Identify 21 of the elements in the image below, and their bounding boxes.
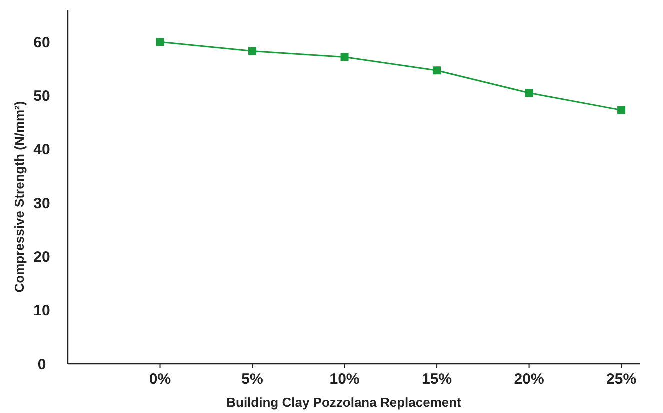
y-axis-title: Compressive Strength (N/mm²) bbox=[12, 101, 27, 293]
point bbox=[618, 106, 626, 114]
y-tick-label: 50 bbox=[34, 88, 50, 106]
y-tick-label: 10 bbox=[34, 302, 50, 320]
point bbox=[156, 38, 164, 46]
point bbox=[248, 47, 257, 56]
x-tick-label: 0% bbox=[149, 371, 172, 388]
x-axis-title: Building Clay Pozzolana Replacement bbox=[226, 395, 462, 410]
y-tick-label: 20 bbox=[34, 248, 50, 266]
point bbox=[525, 89, 534, 98]
y-tick-label: 30 bbox=[34, 195, 50, 212]
y-tick-label: 60 bbox=[34, 34, 50, 52]
point bbox=[340, 53, 349, 62]
y-tick-label: 40 bbox=[34, 142, 50, 159]
y-tick-label: 0 bbox=[38, 356, 46, 374]
x-tick-label: 20% bbox=[514, 371, 544, 388]
x-tick-label: 5% bbox=[242, 371, 264, 388]
x-tick-label: 25% bbox=[606, 371, 637, 388]
x-tick-label: 15% bbox=[422, 371, 452, 388]
x-tick-label: 10% bbox=[330, 371, 360, 388]
point bbox=[433, 66, 442, 75]
